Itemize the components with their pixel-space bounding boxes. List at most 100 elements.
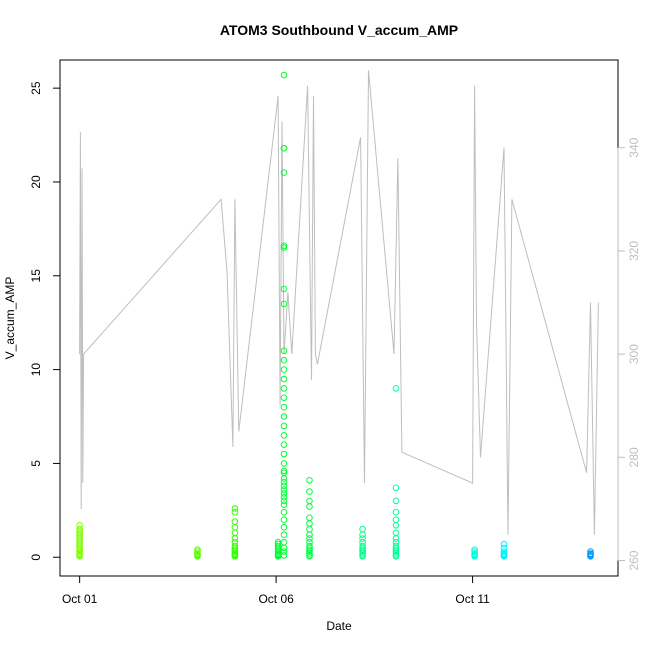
y-tick-label: 0 <box>29 554 43 561</box>
secondary-line-layer <box>79 70 599 535</box>
data-point <box>306 542 313 550</box>
x-tick-label: Oct 11 <box>455 592 490 606</box>
data-point <box>231 529 239 537</box>
x-tick-label: Oct 01 <box>62 592 98 606</box>
y2-axis: 260 280 300 320 340 <box>617 137 641 571</box>
data-point <box>274 542 282 550</box>
data-point <box>359 525 366 533</box>
data-point <box>280 169 288 176</box>
series-7 <box>471 546 478 560</box>
data-point <box>76 522 83 529</box>
series-2 <box>231 505 239 560</box>
data-point <box>471 548 478 555</box>
x-axis-label: Date <box>326 619 352 633</box>
series-8 <box>500 540 508 560</box>
data-point <box>392 538 400 546</box>
data-point <box>280 413 288 420</box>
y2-tick-label: 300 <box>627 344 641 364</box>
data-point <box>306 525 313 533</box>
data-point <box>306 497 313 505</box>
data-point <box>231 505 239 512</box>
data-point <box>471 546 478 554</box>
data-point <box>280 501 288 509</box>
data-point <box>280 493 288 501</box>
plot-box <box>59 59 619 577</box>
data-point <box>280 71 288 79</box>
y-tick-label: 5 <box>29 460 43 467</box>
data-point <box>280 300 288 308</box>
data-point <box>306 538 313 546</box>
data-point <box>280 508 288 516</box>
series-0 <box>76 522 83 560</box>
data-point <box>280 516 288 524</box>
data-point <box>280 441 288 449</box>
data-point <box>231 535 239 542</box>
data-point <box>587 548 594 555</box>
y-tick-label: 15 <box>29 269 43 283</box>
data-point <box>392 529 400 537</box>
series-4 <box>306 477 313 560</box>
data-point <box>280 385 288 392</box>
data-point <box>194 548 201 555</box>
data-point <box>280 460 288 467</box>
x-axis: Oct 01 Oct 06 Oct 11 <box>62 575 490 606</box>
data-point <box>231 508 239 516</box>
data-point <box>392 542 400 550</box>
data-point <box>359 542 366 550</box>
data-point <box>280 356 288 364</box>
data-point <box>306 531 313 539</box>
data-point <box>392 385 400 392</box>
data-point <box>392 516 400 524</box>
series-6 <box>392 385 400 560</box>
secondary-line <box>79 70 599 535</box>
y-tick-label: 10 <box>29 363 43 377</box>
data-point <box>392 508 400 516</box>
data-point <box>280 486 288 494</box>
data-point <box>231 518 239 525</box>
data-point <box>280 497 288 505</box>
data-point <box>392 546 400 554</box>
data-point <box>231 546 239 554</box>
series-3 <box>274 71 288 560</box>
data-point <box>280 244 288 251</box>
series-1 <box>194 546 201 560</box>
data-point <box>280 490 288 497</box>
data-point <box>280 523 288 531</box>
data-point <box>306 520 313 527</box>
data-point <box>194 546 201 554</box>
data-point <box>280 285 288 293</box>
y2-tick-label: 320 <box>627 241 641 261</box>
data-point <box>500 544 508 552</box>
y-tick-label: 20 <box>29 175 43 189</box>
data-point <box>306 514 313 522</box>
data-point <box>359 546 366 554</box>
data-point <box>280 548 288 555</box>
data-point <box>280 478 288 486</box>
data-point <box>280 375 288 383</box>
data-point <box>306 503 313 510</box>
data-point <box>280 366 288 373</box>
data-point <box>306 546 313 554</box>
data-point <box>274 540 282 548</box>
data-point <box>231 538 239 546</box>
data-point <box>392 497 400 505</box>
y2-tick-label: 340 <box>627 137 641 157</box>
data-point <box>280 544 288 552</box>
data-point <box>306 535 313 542</box>
data-point <box>280 403 288 411</box>
data-point <box>359 531 366 539</box>
y-axis: 0 5 10 15 20 25 <box>29 81 61 561</box>
series-5 <box>359 525 366 560</box>
data-point <box>587 550 594 557</box>
data-point <box>392 484 400 492</box>
y2-tick-label: 260 <box>627 550 641 570</box>
data-point <box>471 550 478 557</box>
data-point <box>76 525 83 533</box>
data-point <box>359 535 366 542</box>
y-axis-label: V_accum_AMP <box>3 277 17 360</box>
data-point <box>392 535 400 542</box>
data-point <box>500 548 508 555</box>
chart-title: ATOM3 Southbound V_accum_AMP <box>220 22 458 38</box>
points-layer <box>76 71 594 560</box>
